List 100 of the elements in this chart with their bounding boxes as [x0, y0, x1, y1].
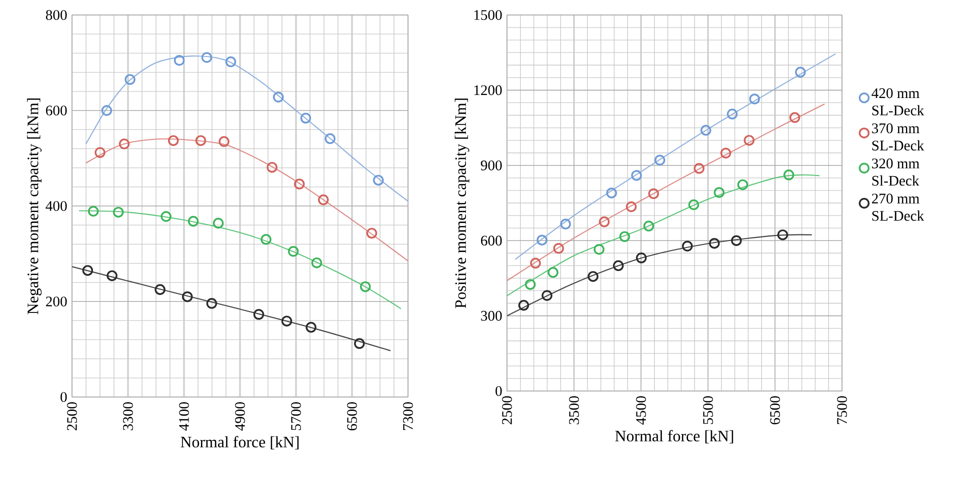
y-tick-label: 1500: [474, 10, 502, 20]
point: [795, 66, 806, 78]
y-tick-label: 900: [480, 160, 502, 170]
point: [182, 291, 193, 302]
y-tick-label: 300: [481, 310, 502, 321]
x-tick-label: 6500: [770, 396, 780, 424]
x-tick-label: 4500: [636, 396, 646, 425]
x-tick-label: 5700: [291, 402, 301, 430]
point: [643, 220, 654, 232]
line-series: [72, 266, 392, 352]
legend-label: 270 mm SL-Deck: [872, 194, 924, 221]
point: [218, 136, 230, 147]
x-tick-label: 3500: [569, 396, 579, 424]
point: [366, 228, 378, 239]
point: [373, 174, 384, 186]
line-series: [507, 234, 812, 316]
point: [560, 218, 571, 230]
y-axis-title: Negative moment capacity [kNm]: [27, 98, 42, 314]
y-tick-label: 200: [46, 296, 67, 306]
point: [553, 242, 564, 254]
y-tick-label: 0: [60, 392, 67, 402]
point: [744, 134, 755, 146]
point: [253, 309, 264, 320]
x-tick-label: 2500: [502, 396, 512, 424]
line-series: [514, 53, 836, 260]
x-tick-label: 2500: [67, 402, 77, 430]
point: [714, 187, 725, 198]
point: [306, 322, 316, 333]
point: [688, 199, 700, 210]
point: [206, 298, 218, 309]
point: [654, 154, 666, 166]
point: [354, 338, 365, 349]
y-axis-title: Positive moment capacity [kNm]: [454, 98, 470, 308]
point: [160, 211, 172, 222]
point: [789, 112, 800, 123]
y-tick-label: 400: [46, 201, 67, 211]
point: [548, 267, 558, 278]
point: [106, 270, 118, 282]
point: [324, 133, 336, 144]
point: [201, 52, 212, 63]
point: [749, 94, 760, 104]
point: [88, 206, 99, 217]
legend-label: 370 mm SL-Deck: [872, 123, 924, 151]
line-series: [78, 210, 402, 310]
point: [524, 279, 536, 290]
point: [726, 108, 738, 120]
point: [542, 290, 552, 301]
point: [154, 284, 166, 295]
legend-label: 420 mm SL-Deck: [872, 88, 924, 116]
point: [112, 206, 124, 218]
point: [311, 257, 322, 268]
x-tick-label: 4100: [179, 402, 189, 431]
point: [294, 178, 305, 190]
point: [708, 238, 720, 249]
point: [631, 170, 642, 181]
point: [606, 188, 617, 198]
point: [94, 147, 106, 158]
point: [318, 194, 329, 206]
point: [260, 234, 272, 245]
point: [700, 124, 712, 136]
point: [124, 74, 136, 85]
x-tick-label: 3300: [123, 402, 133, 430]
x-axis-title: Normal force [kN]: [180, 436, 299, 450]
point: [300, 112, 312, 124]
point: [530, 258, 541, 269]
y-tick-label: 1200: [474, 85, 502, 96]
point: [82, 265, 94, 276]
point: [783, 170, 794, 180]
point: [101, 105, 112, 116]
point: [168, 135, 179, 146]
x-tick-label: 4900: [235, 402, 245, 431]
line-series: [507, 103, 826, 282]
point: [777, 229, 788, 240]
point: [588, 271, 598, 282]
point: [737, 179, 748, 190]
point: [281, 316, 292, 326]
y-tick-label: 0: [496, 386, 502, 396]
point: [174, 54, 185, 66]
x-tick-label: 7500: [837, 396, 847, 424]
point: [720, 148, 732, 158]
legend-label: 320 mm Sl-Deck: [872, 158, 920, 186]
point: [118, 138, 130, 150]
point: [518, 300, 530, 311]
point: [612, 260, 624, 272]
x-tick-label: 5500: [703, 396, 713, 424]
point: [266, 162, 278, 173]
point: [636, 252, 647, 264]
point: [288, 246, 299, 257]
line-series: [85, 138, 408, 262]
line-series: [507, 174, 820, 296]
y-tick-label: 800: [46, 10, 67, 20]
point: [626, 201, 637, 212]
point: [195, 135, 206, 146]
point: [225, 56, 236, 68]
y-tick-label: 600: [481, 236, 502, 246]
point: [536, 234, 548, 246]
y-tick-label: 600: [46, 106, 67, 116]
point: [598, 216, 610, 228]
point: [731, 235, 742, 246]
point: [272, 92, 284, 103]
